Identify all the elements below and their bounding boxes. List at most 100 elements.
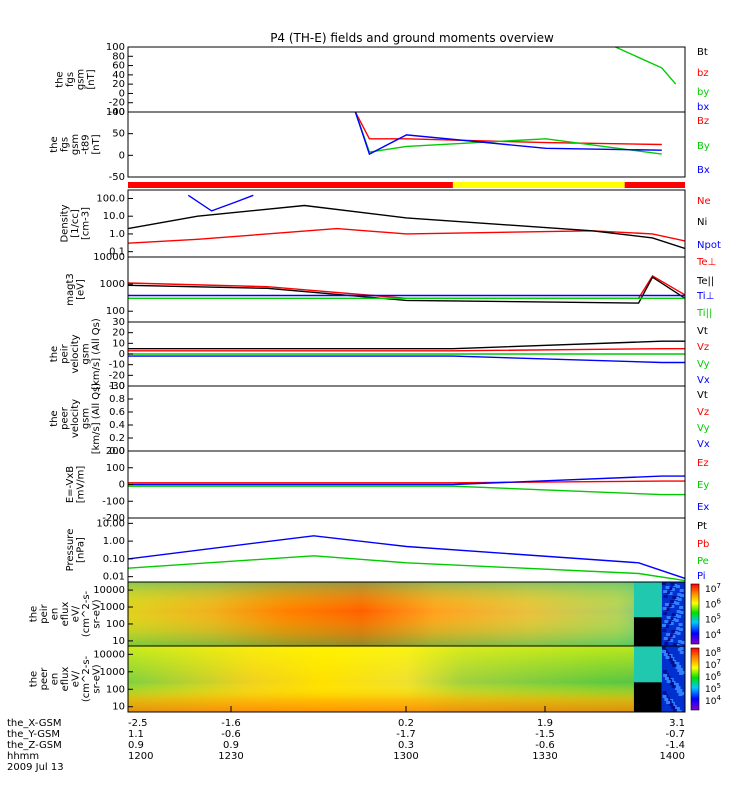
spectrogram-cell bbox=[670, 661, 675, 664]
time-axis-date: 2009 Jul 13 bbox=[7, 762, 64, 773]
y-tick-label: 0.4 bbox=[109, 420, 125, 431]
y-tick-label: 100 bbox=[106, 463, 125, 474]
series-line-Pe bbox=[128, 555, 685, 582]
panel-4: Te⊥ Te|| Ti⊥ Ti|| 10000 1000 100 magt3 [eV] bbox=[65, 252, 716, 323]
colorbar-tick: 106 bbox=[705, 597, 721, 610]
spectrogram-black bbox=[633, 682, 662, 712]
legend-entry-Vz: Vz bbox=[697, 407, 709, 418]
spectrogram-cell bbox=[669, 617, 674, 620]
y-tick-label: -100 bbox=[102, 496, 125, 507]
spectrogram-cell bbox=[663, 653, 668, 656]
spectrogram-cell bbox=[666, 633, 671, 636]
time-axis-values: -2.5 -1.6 0.2 1.9 3.1 1.1 -0.6 -1.7 -1.5 -0.7 0.9 0… bbox=[127, 706, 686, 762]
y-tick-label: 0 bbox=[119, 150, 125, 161]
spectrogram-cell bbox=[677, 615, 682, 618]
y-tick-label: -20 bbox=[109, 370, 125, 381]
y-label-line: the bbox=[49, 410, 60, 426]
spectrogram-cell bbox=[669, 703, 674, 706]
colorbar-tick: 104 bbox=[705, 628, 721, 641]
panel-6: Vt Vz Vy Vx 1.0 0.8 0.6 0.4 0.2 0.0 the peer velocit… bbox=[49, 381, 710, 457]
legend-entry-Vy: Vy bbox=[697, 359, 710, 370]
spectrogram-cell bbox=[678, 623, 683, 626]
series-group-8 bbox=[128, 535, 685, 582]
legend-entry-Vy: Vy bbox=[697, 423, 710, 434]
y-label-line: the bbox=[29, 606, 40, 622]
spectrogram-cell bbox=[677, 593, 682, 596]
series-line-Pi bbox=[128, 535, 685, 580]
y-label-line: fgs bbox=[65, 72, 76, 87]
spectrogram-cell bbox=[661, 646, 666, 649]
spectrogram-cell bbox=[666, 616, 671, 619]
spectrogram-cell bbox=[680, 594, 685, 597]
y-tick-label: -30 bbox=[109, 381, 125, 392]
legend-entry-Pe: Pe bbox=[697, 556, 709, 567]
legend-entry-Pb: Pb bbox=[697, 539, 709, 550]
y-axis-label-9: the peir en eflux eV/(cm^2-s-sr-eV) bbox=[29, 590, 103, 637]
y-label-line: velocity bbox=[70, 399, 81, 438]
y-label-line: Pressure bbox=[65, 529, 76, 572]
y-label-line: Density bbox=[60, 204, 71, 242]
y-label-line: [km/s] (All Qs) bbox=[91, 383, 102, 455]
y-tick-label: 100 bbox=[106, 619, 125, 630]
spectrogram-black bbox=[633, 617, 662, 646]
spectrogram-cell bbox=[669, 622, 674, 625]
legend-entry-Vx: Vx bbox=[697, 439, 710, 450]
series-line-Te|| bbox=[128, 276, 685, 304]
time-axis-value: -1.6 bbox=[221, 718, 241, 729]
y-tick-label: 100.0 bbox=[96, 193, 125, 204]
series-group-3 bbox=[128, 194, 685, 250]
spectrogram-cell bbox=[662, 695, 667, 698]
y-label-line: peir bbox=[60, 343, 71, 363]
time-axis-value: -1.7 bbox=[396, 729, 416, 740]
legend-entry-Bx: Bx bbox=[697, 165, 710, 176]
legend-entry-Pi: Pi bbox=[697, 571, 706, 582]
y-label-line: E=-VxB bbox=[65, 466, 76, 503]
y-tick-label: 1000 bbox=[100, 279, 125, 290]
legend-7: Ez Ey Ex bbox=[697, 458, 709, 513]
y-axis-label-5: the peir velocity gsm [km/s] (All Qs) bbox=[49, 318, 102, 390]
spectrogram-cell bbox=[675, 666, 680, 669]
y-label-line: the bbox=[54, 71, 65, 87]
mode-segment bbox=[452, 182, 625, 188]
spectrogram-cell bbox=[671, 635, 676, 638]
y-tick-label: 1.00 bbox=[103, 536, 125, 547]
panel-frame bbox=[127, 111, 686, 178]
spectrogram-cell bbox=[672, 643, 677, 646]
time-axis-value: -0.7 bbox=[665, 729, 685, 740]
series-line-Npot bbox=[187, 194, 254, 212]
y-tick-label: 60 bbox=[112, 61, 125, 72]
y-tick-label: 10000 bbox=[93, 585, 125, 596]
time-axis-value: 3.1 bbox=[669, 718, 685, 729]
y-tick-label: 100 bbox=[106, 306, 125, 317]
spectrogram-cell bbox=[664, 698, 669, 701]
y-tick-label: 0 bbox=[119, 349, 125, 360]
spectrogram-cell bbox=[666, 638, 671, 641]
spectrogram-cell bbox=[664, 642, 669, 645]
spectrogram-cell bbox=[672, 709, 677, 712]
y-tick-label: 0.1 bbox=[109, 247, 125, 258]
y-label-line: peer bbox=[39, 667, 50, 691]
y-label-line: en bbox=[50, 608, 61, 621]
spectrogram-cell bbox=[671, 630, 676, 633]
panel-3: Ne Ni Npot 100.0 10.0 1.0 0.1 Density [1/cc] [cm-… bbox=[60, 189, 721, 258]
y-tick-label: 10.00 bbox=[96, 518, 125, 529]
spectrogram-cell bbox=[679, 611, 684, 614]
spectrogram-cell bbox=[662, 624, 666, 627]
y-tick-label: 40 bbox=[112, 70, 125, 81]
spectrogram-cell bbox=[679, 672, 684, 675]
mode-segment bbox=[128, 182, 453, 188]
time-axis-value: 1.9 bbox=[537, 718, 553, 729]
y-tick-label: 200 bbox=[106, 446, 125, 457]
y-label-line: [1/cc] bbox=[70, 209, 81, 238]
spectrogram-cell bbox=[673, 584, 678, 587]
y-label-line: [nT] bbox=[91, 134, 102, 154]
spectrogram-cell bbox=[661, 582, 666, 585]
y-label-line: eV/ bbox=[71, 605, 82, 622]
y-axis-label-8: Pressure [nPa] bbox=[65, 529, 87, 572]
panel-frame bbox=[127, 256, 686, 323]
panel-frame bbox=[127, 46, 686, 113]
spectrogram-cell bbox=[672, 601, 677, 604]
legend-5: Vt Vz Vy Vx bbox=[697, 326, 710, 386]
y-axis-label-7: E=-VxB [mV/m] bbox=[65, 466, 87, 504]
